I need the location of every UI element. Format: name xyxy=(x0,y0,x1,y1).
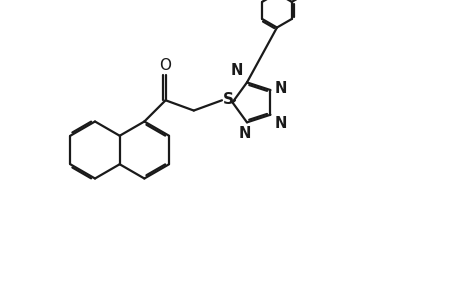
Text: N: N xyxy=(230,63,242,78)
Text: O: O xyxy=(159,58,171,73)
Text: N: N xyxy=(274,80,286,95)
Text: N: N xyxy=(274,116,286,131)
Text: N: N xyxy=(238,126,251,141)
Text: S: S xyxy=(223,92,234,107)
